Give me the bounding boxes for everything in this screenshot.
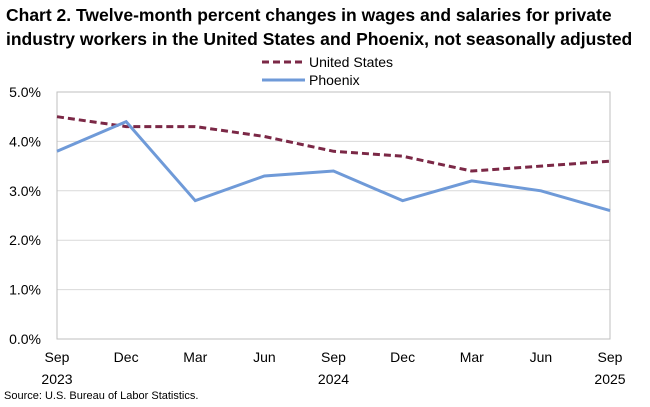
plot-border [56, 91, 611, 340]
x-tick-label-year: 2023 [41, 371, 72, 387]
x-tick-label: Mar [460, 349, 484, 365]
series-line-united-states [56, 115, 611, 173]
y-tick-label: 4.0% [9, 133, 41, 149]
x-tick-label: Jun [253, 349, 276, 365]
x-tick-label: Dec [114, 349, 139, 365]
x-tick-label: Mar [183, 349, 207, 365]
legend-label: United States [309, 54, 393, 70]
x-tick-label: Sep [598, 349, 623, 365]
y-tick-label: 3.0% [9, 183, 41, 199]
y-tick-label: 5.0% [9, 84, 41, 100]
chart-title: Chart 2. Twelve-month percent changes in… [6, 5, 633, 49]
y-tick-label: 1.0% [9, 282, 41, 298]
y-tick-label: 0.0% [9, 331, 41, 347]
x-tick-label-year: 2024 [318, 371, 349, 387]
x-tick-label: Sep [45, 349, 70, 365]
legend-label: Phoenix [309, 72, 360, 88]
x-tick-label: Sep [321, 349, 346, 365]
x-tick-label: Jun [530, 349, 553, 365]
y-tick-label: 2.0% [9, 232, 41, 248]
x-tick-label-year: 2025 [594, 371, 625, 387]
source-note: Source: U.S. Bureau of Labor Statistics. [4, 390, 199, 402]
x-tick-label: Dec [390, 349, 415, 365]
